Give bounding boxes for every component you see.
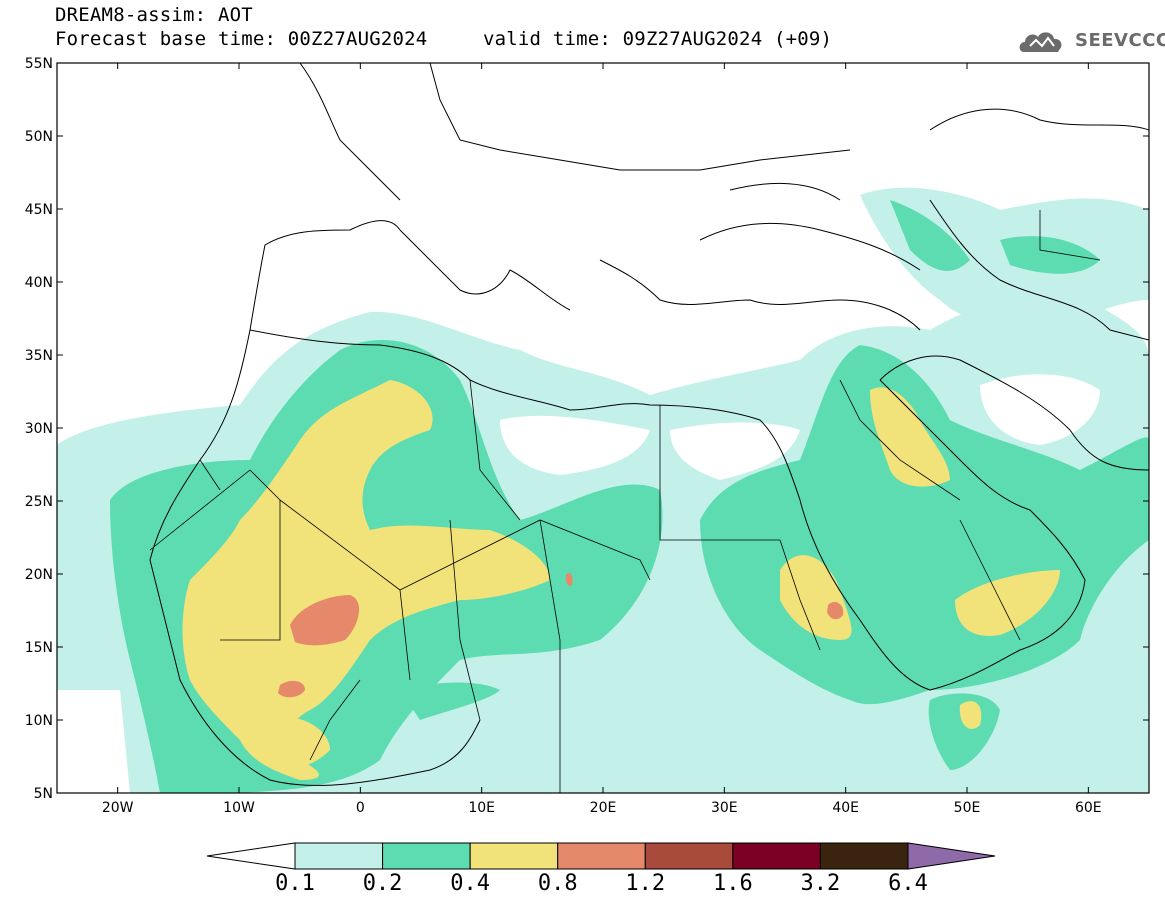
colorbar-bin [382, 842, 471, 870]
map-title: DREAM8-assim: AOT [55, 4, 253, 26]
lon-tick-label: 10E [468, 800, 495, 816]
colorbar-max-arrow [907, 842, 996, 870]
longitude-axis: 20W 10W 0 10E 20E 30E 40E 50E 60E [102, 63, 1102, 816]
lon-tick-label: 60E [1075, 800, 1102, 816]
lon-tick-label: 10W [223, 800, 255, 816]
lon-tick-label: 20W [102, 800, 134, 816]
colorbar-label: 0.2 [363, 871, 403, 896]
colorbar-label: 3.2 [801, 871, 841, 896]
lat-tick-label: 5N [34, 786, 53, 802]
lat-tick-label: 20N [25, 567, 53, 583]
aot-level-0.8 [278, 573, 844, 698]
lon-tick-label: 20E [590, 800, 617, 816]
lat-tick-label: 30N [25, 421, 53, 437]
lat-tick-label: 55N [25, 56, 53, 72]
aot-field [57, 63, 1149, 793]
aot-level-0.4 [182, 380, 1060, 780]
colorbar-label: 0.4 [450, 871, 490, 896]
lat-tick-label: 25N [25, 494, 53, 510]
lat-tick-label: 10N [25, 713, 53, 729]
lat-tick-label: 15N [25, 640, 53, 656]
lat-tick-label: 35N [25, 348, 53, 364]
colorbar-bin [469, 842, 559, 870]
lat-tick-label: 50N [25, 129, 53, 145]
colorbar-label: 6.4 [888, 871, 928, 896]
colorbar-label: 1.2 [625, 871, 665, 896]
colorbar-label: 0.8 [538, 871, 578, 896]
lon-tick-label: 50E [954, 800, 981, 816]
colorbar-label: 1.6 [713, 871, 753, 896]
colorbar-bin [732, 842, 821, 870]
forecast-base-time: Forecast base time: 00Z27AUG2024 [55, 28, 428, 50]
coastlines [149, 63, 1149, 786]
borders [149, 210, 1101, 793]
colorbar: 0.1 0.2 0.4 0.8 1.2 1.6 3.2 6.4 [206, 842, 996, 896]
logo-text: SEEVCCC [1075, 30, 1165, 51]
aot-gap [57, 374, 1100, 793]
colorbar-bin [294, 842, 384, 870]
lat-tick-label: 40N [25, 275, 53, 291]
lat-tick-label: 45N [25, 202, 53, 218]
lon-tick-label: 0 [356, 800, 365, 816]
colorbar-min-arrow [206, 842, 296, 870]
latitude-axis: 55N 50N 45N 40N 35N 30N 25N 20N 15N 10N 5N [25, 56, 1149, 802]
colorbar-bin [819, 842, 909, 870]
colorbar-bin [557, 842, 646, 870]
colorbar-label: 0.1 [275, 871, 315, 896]
valid-time: valid time: 09Z27AUG2024 (+09) [483, 28, 833, 50]
lon-tick-label: 30E [711, 800, 738, 816]
lon-tick-label: 40E [832, 800, 859, 816]
cloud-logo-icon [1019, 32, 1062, 52]
colorbar-bin [644, 842, 734, 870]
